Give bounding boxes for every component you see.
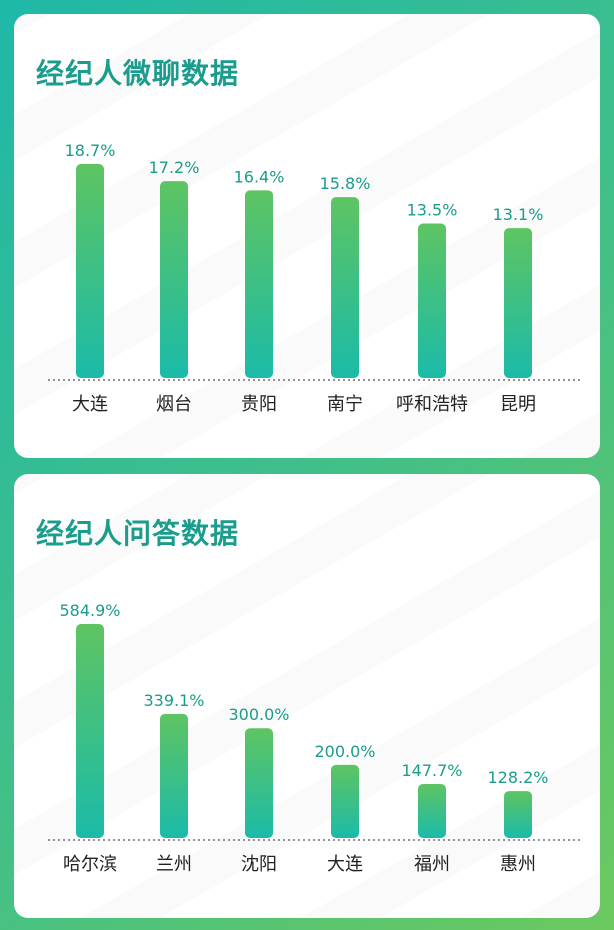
bar [331, 764, 359, 838]
category-label: 贵阳 [241, 394, 277, 415]
bar [76, 164, 104, 378]
category-label: 烟台 [156, 394, 192, 415]
qa-chart: 584.9% 哈尔滨 339.1% 兰州 300.0% 沈阳 200.0% 大连 147.7% 福… [48, 601, 582, 875]
chart-title: 经纪人微聊数据 [36, 57, 240, 90]
data-label: 128.2% [487, 768, 548, 787]
category-label: 大连 [327, 854, 363, 875]
bar [160, 713, 188, 838]
qa-card: 经纪人问答数据 584.9% 哈尔滨 339.1% 兰州 300.0% 沈阳 200.0% 大… [14, 474, 600, 918]
data-label: 15.8% [320, 174, 371, 193]
data-label: 339.1% [143, 691, 204, 710]
wechat-chat-card: 经纪人微聊数据 18.7% 大连 17.2% 烟台 16.4% 贵阳 15.8% 南宁 13.5… [14, 14, 600, 458]
chart-title: 经纪人问答数据 [36, 517, 240, 550]
bar [245, 728, 273, 838]
bar [418, 783, 446, 838]
data-label: 17.2% [149, 158, 200, 177]
bar [160, 181, 188, 378]
data-label: 16.4% [234, 167, 285, 186]
category-label: 大连 [72, 394, 108, 415]
data-label: 584.9% [59, 601, 120, 620]
bar [418, 223, 446, 378]
category-label: 福州 [414, 854, 450, 875]
category-label: 昆明 [500, 394, 536, 415]
bar [245, 190, 273, 378]
wechat-chat-chart: 18.7% 大连 17.2% 烟台 16.4% 贵阳 15.8% 南宁 13.5% 呼和浩特 13.… [48, 141, 582, 415]
data-label: 13.1% [493, 205, 544, 224]
bar [504, 228, 532, 378]
bar [76, 624, 104, 838]
category-label: 呼和浩特 [396, 394, 468, 415]
category-label: 沈阳 [241, 854, 277, 875]
data-label: 200.0% [314, 742, 375, 761]
data-label: 13.5% [407, 201, 458, 220]
data-label: 147.7% [401, 761, 462, 780]
data-label: 300.0% [228, 705, 289, 724]
category-label: 南宁 [327, 394, 363, 415]
data-label: 18.7% [65, 141, 116, 160]
category-label: 惠州 [500, 854, 536, 875]
category-label: 兰州 [156, 854, 192, 875]
category-label: 哈尔滨 [63, 854, 117, 875]
bar [331, 197, 359, 378]
bar [504, 791, 532, 838]
